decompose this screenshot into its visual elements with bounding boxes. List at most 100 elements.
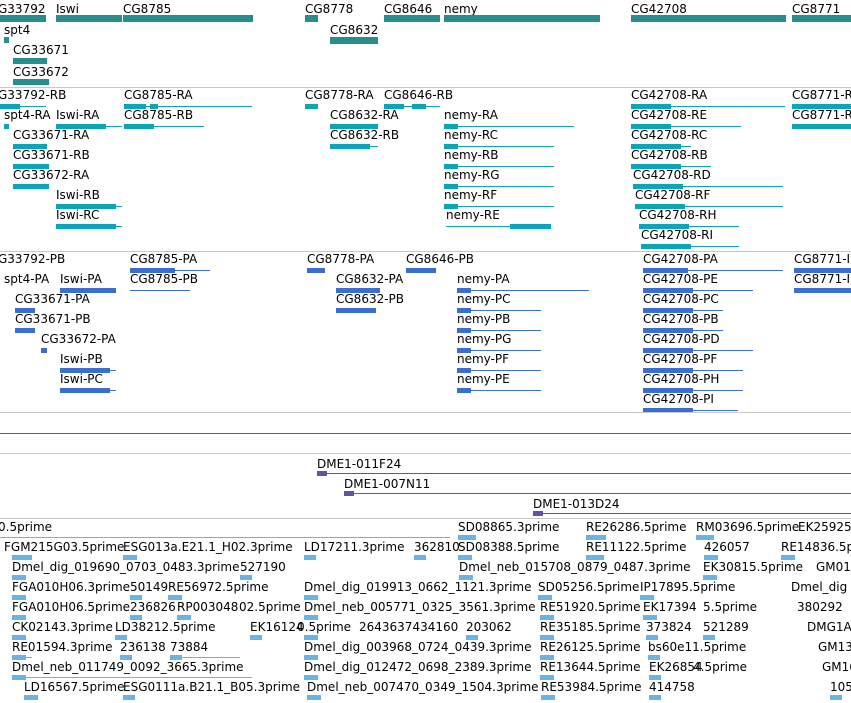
transcript-label[interactable]: CG42708-RB	[631, 148, 708, 162]
protein-feature[interactable]	[307, 268, 325, 273]
protein-feature[interactable]	[643, 328, 693, 333]
protein-feature[interactable]	[457, 308, 471, 313]
protein-feature[interactable]	[643, 288, 693, 293]
transcript-label[interactable]: CG42708-RD	[633, 168, 711, 182]
est-feature[interactable]	[704, 555, 718, 560]
est-label[interactable]: FGA010H06.5prime	[12, 600, 131, 614]
transcript-exon[interactable]	[631, 164, 681, 169]
est-feature[interactable]	[168, 595, 182, 600]
est-label[interactable]: GM13	[818, 640, 851, 654]
protein-feature[interactable]	[457, 310, 541, 311]
est-label[interactable]: SD05256.5prime	[538, 580, 640, 594]
est-label[interactable]: 426057	[704, 540, 750, 554]
protein-label[interactable]: CG8771-I	[794, 252, 851, 266]
gene-label[interactable]: nemy	[444, 2, 478, 16]
gene-feature[interactable]	[792, 15, 851, 22]
protein-label[interactable]: nemy-PC	[457, 292, 511, 306]
est-label[interactable]: Dmel_dig	[791, 580, 848, 594]
est-label[interactable]: 105	[830, 680, 851, 694]
protein-feature[interactable]	[15, 328, 35, 333]
est-label[interactable]: Dmel_dig_003968_0724_0439.3prime	[304, 640, 532, 654]
protein-feature[interactable]	[130, 290, 190, 291]
transcript-feature[interactable]	[635, 206, 783, 207]
transcript-feature[interactable]	[444, 146, 554, 147]
protein-label[interactable]: nemy-PE	[457, 372, 510, 386]
protein-feature[interactable]	[794, 288, 851, 293]
protein-label[interactable]: CG8785-PB	[130, 272, 199, 286]
protein-feature[interactable]	[643, 388, 693, 393]
est-label[interactable]: Dmel_dig_012472_0698_2389.3prime	[304, 660, 532, 674]
est-label[interactable]: 4.5prime	[693, 660, 748, 674]
est-label[interactable]: 527190	[240, 560, 286, 574]
transcript-label[interactable]: CG8785-RB	[124, 108, 194, 122]
est-feature[interactable]	[540, 655, 554, 660]
protein-label[interactable]: CG42708-PH	[643, 372, 720, 386]
gene-label[interactable]: CG33672	[13, 65, 69, 79]
protein-label[interactable]: nemy-PB	[457, 312, 511, 326]
est-feature[interactable]	[0, 537, 450, 538]
transcript-exon[interactable]	[792, 104, 851, 109]
protein-label[interactable]: CG33671-PB	[15, 312, 91, 326]
gene-label[interactable]: CG8632	[330, 23, 379, 37]
protein-feature[interactable]	[406, 268, 436, 273]
est-label[interactable]: RE14836.5prime	[781, 540, 851, 554]
transcript-label[interactable]: CG33671-RA	[13, 128, 90, 142]
est-label[interactable]: Dmel_neb_005771_0325_3561.3prime	[304, 600, 536, 614]
est-label[interactable]: 50149	[130, 580, 169, 594]
est-feature[interactable]	[703, 635, 715, 640]
protein-feature[interactable]	[457, 350, 541, 351]
protein-label[interactable]: G33792-PB	[0, 252, 66, 266]
transcript-feature[interactable]	[444, 206, 554, 207]
transcript-exon[interactable]	[124, 124, 154, 129]
est-label[interactable]: ESG0111a.B21.1_B05.3prime	[123, 680, 301, 694]
transcript-exon[interactable]	[330, 124, 378, 129]
est-label[interactable]: RE56972.5prime	[168, 580, 269, 594]
transcript-label[interactable]: nemy-RF	[444, 188, 498, 202]
est-label[interactable]: LD16567.5prime	[24, 680, 125, 694]
gene-feature[interactable]	[631, 15, 786, 22]
protein-feature[interactable]	[60, 368, 110, 373]
est-feature[interactable]	[830, 695, 842, 700]
protein-feature[interactable]	[643, 270, 783, 271]
protein-label[interactable]: nemy-PF	[457, 352, 510, 366]
protein-label[interactable]: spt4-PA	[4, 272, 50, 286]
est-label[interactable]: 73884	[170, 640, 209, 654]
est-feature[interactable]	[12, 555, 32, 560]
est-label[interactable]: SD08865.3prime	[458, 520, 560, 534]
est-feature[interactable]	[304, 635, 318, 640]
gene-label[interactable]: CG8646	[384, 2, 433, 16]
est-feature[interactable]	[458, 535, 476, 540]
est-feature[interactable]	[458, 555, 472, 560]
est-feature[interactable]	[120, 655, 132, 660]
est-label[interactable]: Dmel_neb_015708_0879_0487.3prime	[459, 560, 691, 574]
transcript-label[interactable]: G33792-RB	[0, 88, 67, 102]
protein-label[interactable]: CG42708-PI	[643, 392, 714, 406]
transcript-feature[interactable]	[631, 106, 785, 107]
gene-label[interactable]: CG8785	[123, 2, 172, 16]
gene-label[interactable]: CG8778	[305, 2, 354, 16]
est-feature[interactable]	[240, 575, 252, 580]
est-feature[interactable]	[304, 675, 318, 680]
est-feature[interactable]	[649, 675, 661, 680]
protein-label[interactable]: nemy-PA	[457, 272, 510, 286]
transcript-feature[interactable]	[446, 226, 551, 227]
est-feature[interactable]	[177, 615, 191, 620]
est-label[interactable]: 0.5prime	[0, 520, 53, 534]
transcript-label[interactable]: CG42708-RF	[635, 188, 711, 202]
est-label[interactable]: RE35185.5prime	[540, 620, 641, 634]
est-feature[interactable]	[466, 635, 478, 640]
est-feature[interactable]	[781, 555, 795, 560]
est-feature[interactable]	[648, 655, 660, 660]
transcript-exon[interactable]	[13, 164, 49, 169]
est-label[interactable]: FGM215G03.5prime	[4, 540, 125, 554]
est-label[interactable]: 0.5prime	[297, 620, 352, 634]
protein-feature[interactable]	[457, 388, 471, 393]
est-feature[interactable]	[649, 695, 661, 700]
transcript-exon[interactable]	[0, 104, 20, 109]
est-label[interactable]: 203062	[466, 620, 512, 634]
est-feature[interactable]	[12, 655, 26, 660]
transcript-label[interactable]: spt4-RA	[4, 108, 51, 122]
transcript-feature[interactable]	[444, 126, 574, 127]
est-label[interactable]: EK25925	[798, 520, 851, 534]
est-feature[interactable]	[12, 615, 26, 620]
